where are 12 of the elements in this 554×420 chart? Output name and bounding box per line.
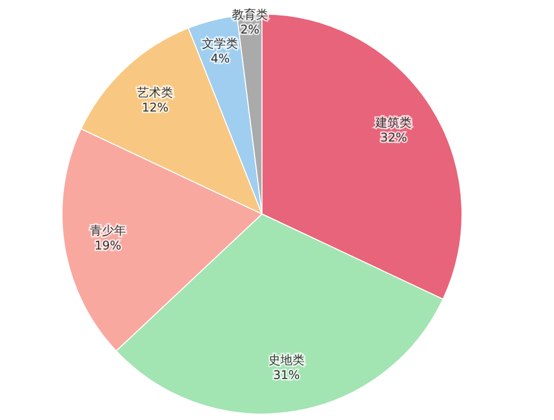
slice-label: 文学类	[202, 36, 238, 50]
slice-label: 艺术类	[137, 85, 174, 100]
data-label: 12%	[142, 100, 169, 114]
slice-label: 青少年	[90, 223, 126, 238]
data-label: 2%	[240, 22, 260, 36]
data-label: 32%	[380, 130, 408, 144]
data-label: 19%	[94, 238, 122, 252]
data-label: 31%	[273, 368, 300, 382]
slice-label: 建筑类	[374, 115, 412, 130]
slice-label: 教育类	[232, 7, 268, 22]
slice-label: 史地类	[268, 353, 304, 368]
data-label: 4%	[210, 51, 230, 66]
